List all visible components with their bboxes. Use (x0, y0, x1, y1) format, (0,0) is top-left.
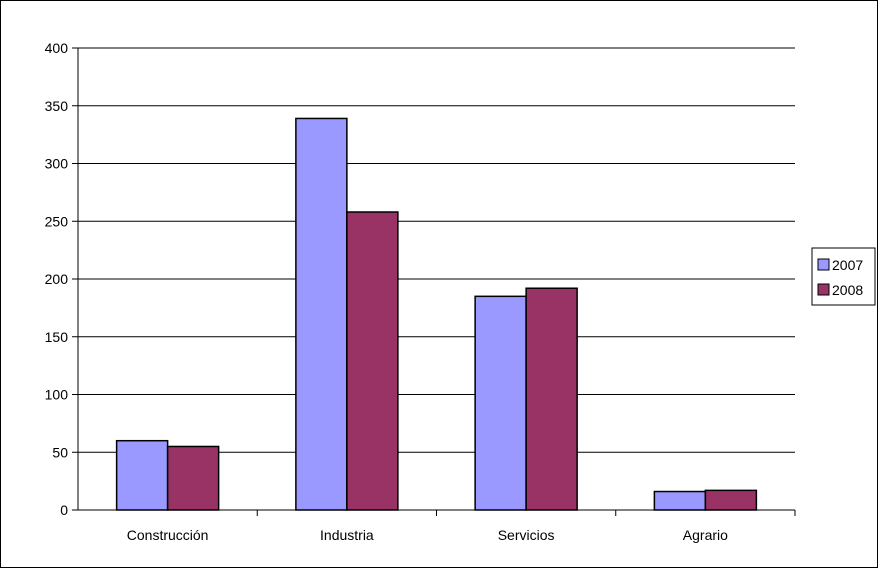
y-tick-label: 50 (52, 444, 68, 460)
legend-label-2008: 2008 (832, 282, 863, 298)
grid-lines (78, 47, 795, 453)
x-axis-ticks: Construcción Industria Servicios Agrario (127, 510, 796, 543)
x-tick-label: Agrario (683, 527, 728, 543)
y-tick-label: 200 (45, 271, 69, 287)
x-tick-label: Servicios (498, 527, 555, 543)
y-tick-label: 0 (60, 502, 68, 518)
x-tick-label: Construcción (127, 527, 209, 543)
bar-2008-3 (704, 489, 758, 511)
bar-2008-1 (346, 211, 399, 511)
legend: 2007 2008 (811, 247, 876, 306)
legend-swatch-2008 (817, 283, 830, 296)
y-tick-label: 400 (45, 40, 69, 56)
bar-2007-0 (115, 439, 169, 511)
y-tick-label: 350 (45, 98, 69, 114)
y-tick-label: 150 (45, 329, 69, 345)
y-tick-label: 100 (45, 387, 69, 403)
bar-2008-2 (525, 287, 578, 511)
bar-2007-3 (653, 490, 707, 511)
bar-2007-1 (295, 117, 348, 511)
y-axis-ticks: 0 50 100 150 200 250 300 350 400 (45, 40, 78, 518)
bar-2007-2 (474, 295, 527, 511)
legend-swatch-2007 (817, 258, 830, 271)
x-tick-label: Industria (320, 527, 374, 543)
legend-label-2007: 2007 (832, 257, 863, 273)
bars (115, 117, 758, 511)
y-tick-label: 250 (45, 213, 69, 229)
bar-2008-0 (166, 445, 220, 511)
y-tick-label: 300 (45, 156, 69, 172)
